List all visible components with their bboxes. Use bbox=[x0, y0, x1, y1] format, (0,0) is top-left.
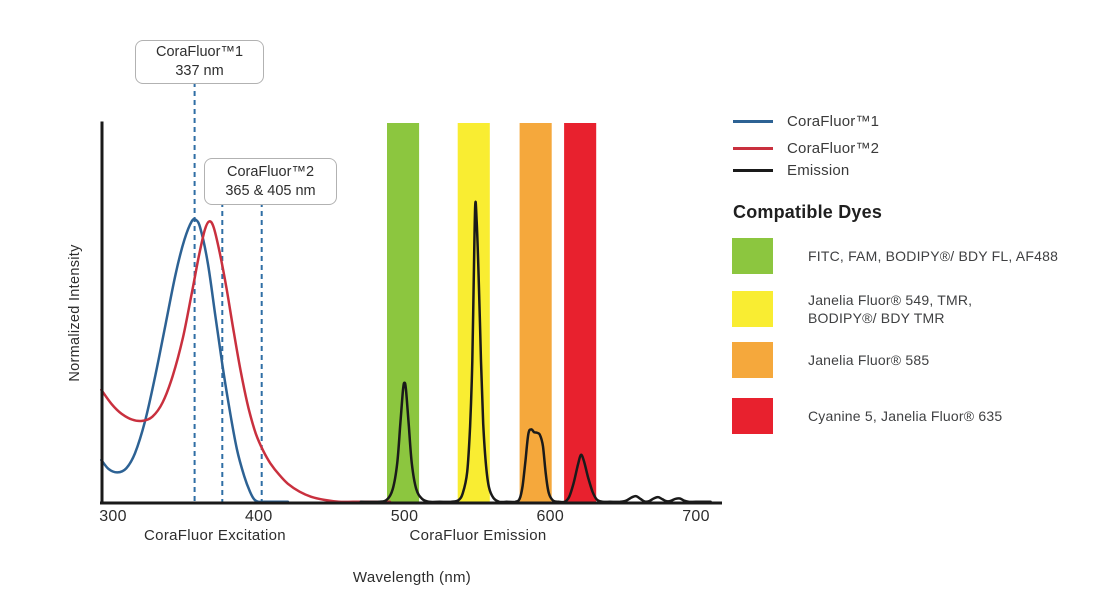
dye-label-green-line1: FITC, FAM, BODIPY®/ BDY FL, AF488 bbox=[808, 248, 1059, 264]
x-tick-label-400: 400 bbox=[244, 508, 273, 525]
excitation-section-label: CoraFluor Excitation bbox=[144, 527, 286, 544]
dye-label-yellow: Janelia Fluor® 549, TMR, BODIPY®/ BDY TM… bbox=[808, 291, 972, 327]
filter-bands bbox=[387, 123, 597, 503]
emission-line-swatch bbox=[733, 169, 773, 172]
green-band bbox=[387, 123, 420, 503]
x-tick-label-600: 600 bbox=[536, 508, 565, 525]
dye-label-orange: Janelia Fluor® 585 bbox=[808, 351, 929, 369]
legend-item-corafluor2: CoraFluor™2 bbox=[733, 140, 879, 157]
curve-corafluor-1-excitation bbox=[100, 217, 290, 504]
orange-band-swatch bbox=[732, 342, 773, 378]
dye-label-red-line1: Cyanine 5, Janelia Fluor® 635 bbox=[808, 408, 1003, 424]
y-axis-label: Normalized Intensity bbox=[67, 244, 83, 382]
corafluor1-line-swatch bbox=[733, 120, 773, 123]
x-tick-label-500: 500 bbox=[390, 508, 419, 525]
legend-label-corafluor1: CoraFluor™1 bbox=[787, 113, 880, 130]
dye-row-red: Cyanine 5, Janelia Fluor® 635 bbox=[732, 398, 1002, 434]
orange-band bbox=[519, 123, 552, 503]
dye-row-orange: Janelia Fluor® 585 bbox=[732, 342, 929, 378]
curve-emission bbox=[359, 200, 712, 504]
legend-label-emission: Emission bbox=[787, 162, 850, 179]
callout-corafluor1: CoraFluor™1 337 nm bbox=[135, 40, 264, 84]
dye-label-yellow-line2: BODIPY®/ BDY TMR bbox=[808, 310, 945, 326]
callout-corafluor2-name: CoraFluor™2 bbox=[226, 163, 315, 180]
red-band bbox=[564, 123, 597, 503]
excitation-wavelength-markers bbox=[193, 82, 263, 502]
x-tick-label-300: 300 bbox=[99, 508, 127, 525]
spectra-curves bbox=[100, 200, 712, 504]
dye-label-orange-line1: Janelia Fluor® 585 bbox=[808, 352, 930, 368]
callout-corafluor1-wavelength: 337 nm bbox=[175, 63, 224, 79]
x-axis-label: Wavelength (nm) bbox=[352, 569, 472, 586]
legend-label-corafluor2: CoraFluor™2 bbox=[787, 140, 880, 157]
legend-item-corafluor1: CoraFluor™1 bbox=[733, 113, 879, 130]
compatible-dyes-heading: Compatible Dyes bbox=[733, 202, 883, 222]
x-tick-label-700: 700 bbox=[682, 508, 710, 525]
axes bbox=[100, 121, 722, 505]
legend-item-emission: Emission bbox=[733, 162, 849, 179]
dye-label-yellow-line1: Janelia Fluor® 549, TMR, bbox=[808, 292, 973, 308]
dye-label-green: FITC, FAM, BODIPY®/ BDY FL, AF488 bbox=[808, 247, 1058, 265]
green-band-swatch bbox=[732, 238, 773, 274]
dye-row-green: FITC, FAM, BODIPY®/ BDY FL, AF488 bbox=[732, 238, 1058, 274]
corafluor2-line-swatch bbox=[733, 147, 773, 150]
callout-corafluor2: CoraFluor™2 365 & 405 nm bbox=[204, 158, 337, 205]
emission-section-label: CoraFluor Emission bbox=[409, 527, 547, 544]
red-band-swatch bbox=[732, 398, 773, 434]
dye-label-red: Cyanine 5, Janelia Fluor® 635 bbox=[808, 407, 1002, 425]
callout-corafluor1-name: CoraFluor™1 bbox=[155, 44, 244, 60]
dye-row-yellow: Janelia Fluor® 549, TMR, BODIPY®/ BDY TM… bbox=[732, 291, 972, 327]
yellow-band-swatch bbox=[732, 291, 773, 327]
callout-corafluor2-wavelength: 365 & 405 nm bbox=[225, 182, 316, 199]
curve-corafluor-2-excitation bbox=[100, 220, 392, 504]
